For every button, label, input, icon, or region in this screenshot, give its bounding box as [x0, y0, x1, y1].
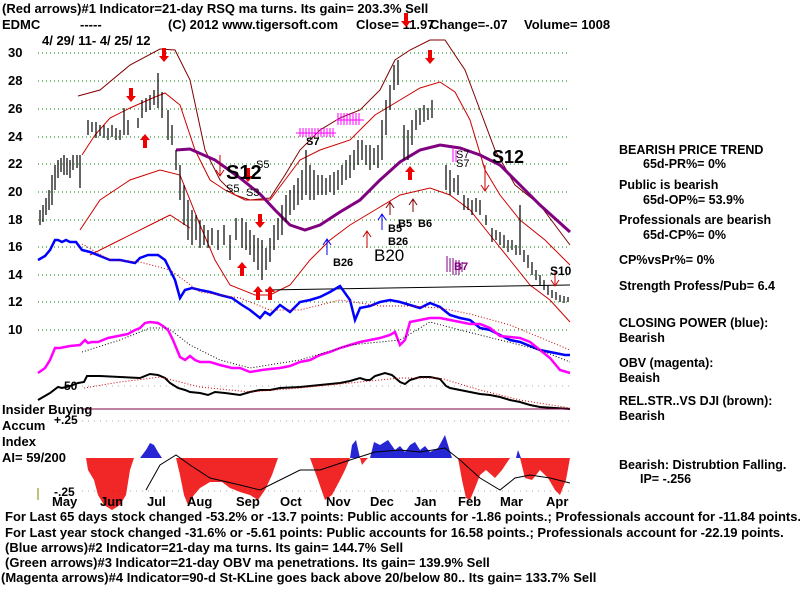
footer-65-day-summary: For Last 65 days stock changed -53.2% or… [5, 509, 800, 524]
month-jun: Jun [100, 494, 124, 509]
signal-b26-second: B26 [388, 236, 409, 248]
y-tick-28: 28 [8, 73, 23, 88]
relstr-status: Bearish [619, 409, 665, 423]
obv-line [37, 316, 571, 375]
accum-ma-line [145, 447, 571, 491]
signal-b26-first: B26 [333, 257, 354, 269]
purple-signal-blocks [446, 256, 463, 275]
ip-value: IP= -.256 [640, 472, 692, 486]
blue-signal-arrows [322, 213, 387, 255]
lower-band [79, 169, 571, 323]
signal-s12-first: S12 [226, 162, 262, 184]
accum-negative-bars [86, 458, 570, 510]
signal-s7-third: S7 [456, 158, 470, 170]
relstr-title: REL.STR..VS DJI (brown): [619, 394, 773, 408]
signal-s7-second: S7 [456, 149, 470, 161]
cp-vs-pr-value: CP%vsPr%= 0% [619, 253, 715, 267]
signal-b5-first: B5 [388, 223, 403, 235]
footer-year-summary: For Last year stock changed -31.6% or -5… [5, 525, 784, 540]
closing-power-title: CLOSING POWER (blue): [619, 316, 769, 330]
cp-value: 65d-CP%= 0% [643, 228, 727, 242]
closing-power-status: Bearish [619, 331, 665, 345]
signal-b5-second: B5 [398, 218, 413, 230]
accum-label: Accum [2, 418, 46, 433]
change-value: Change=-.07 [430, 17, 508, 32]
accum-minus-label: -.25 [54, 485, 75, 499]
y-tick-26: 26 [8, 101, 23, 116]
accum-plus-label: +.25 [54, 413, 78, 427]
price-bars [39, 60, 569, 303]
month-sep: Sep [236, 494, 260, 509]
indicator-4-description: (Magenta arrows)#4 Indicator=90-d St-KLi… [1, 570, 597, 585]
closing-power-ma [81, 243, 571, 351]
pr-value: 65d-PR%= 0% [643, 157, 727, 171]
indicator-3-description: (Green arrows)#3 Indicator=21-day OBV ma… [5, 555, 490, 570]
indicator-1-description: (Red arrows)#1 Indicator=21-day RSQ ma t… [2, 1, 429, 16]
signal-s10: S10 [550, 264, 572, 278]
ticker-dashes: ----- [80, 17, 102, 32]
obv-title: OBV (magenta): [619, 356, 714, 370]
y-tick-30: 30 [8, 45, 23, 60]
signal-b6: B6 [418, 218, 433, 230]
distribution-status: Bearish: Distrubtion Falling. [619, 458, 787, 472]
ticker-symbol: EDMC [2, 17, 41, 32]
public-title: Public is bearish [619, 178, 719, 192]
y-tick-12: 12 [8, 294, 23, 309]
signal-s5-first: S5 [256, 159, 270, 171]
grid-lines [38, 52, 568, 331]
close-value: Close= 11.97 [356, 17, 435, 32]
y-tick-24: 24 [8, 129, 23, 144]
signal-s5-second: S5 [226, 183, 240, 195]
month-apr: Apr [546, 494, 569, 509]
month-dec: Dec [370, 494, 394, 509]
ai-value: AI= 59/200 [2, 450, 66, 465]
moving-average [175, 143, 572, 234]
op-value: 65d-OP%= 53.9% [643, 193, 745, 207]
month-feb: Feb [458, 494, 482, 509]
copyright: (C) 2012 www.tigersoft.com [168, 17, 338, 32]
month-jul: Jul [147, 494, 166, 509]
y-tick-22: 22 [8, 156, 23, 171]
relative-strength-ma [83, 376, 571, 409]
signal-s7-first: S7 [306, 136, 320, 148]
index-label: Index [2, 434, 36, 449]
closing-power-line [37, 238, 570, 357]
accum-positive-bars [140, 435, 521, 458]
professionals-title: Professionals are bearish [619, 213, 772, 227]
strength-value: Strength Profess/Pub= 6.4 [619, 279, 775, 293]
y-tick-14: 14 [8, 267, 23, 282]
fifty-label: 50 [64, 379, 78, 393]
red-signal-arrows [126, 13, 435, 300]
insider-buying-label: Insider Buying [2, 402, 93, 417]
date-range: 4/ 29/ 11- 4/ 25/ 12 [42, 33, 151, 48]
magenta-signal-blocks [296, 113, 457, 162]
month-jan: Jan [414, 494, 437, 509]
y-tick-20: 20 [8, 184, 23, 199]
obv-status: Beaish [619, 371, 660, 385]
upper-outer-band [77, 39, 571, 246]
month-oct: Oct [280, 494, 302, 509]
signal-b20: B20 [374, 246, 405, 265]
volume-value: Volume= 1008 [524, 17, 611, 32]
brown-signal-arrows [385, 198, 418, 215]
y-tick-16: 16 [8, 239, 23, 254]
month-may: May [52, 494, 78, 509]
thin-red-arrows [215, 155, 560, 287]
signal-s3: S3 [246, 187, 260, 199]
relative-strength-line [37, 371, 571, 410]
obv-ma [81, 321, 571, 369]
signal-b7: B7 [454, 261, 469, 273]
y-tick-10: 10 [8, 322, 23, 337]
month-nov: Nov [326, 494, 351, 509]
support-line [264, 284, 571, 291]
trend-title: BEARISH PRICE TREND [619, 143, 764, 157]
y-tick-18: 18 [8, 212, 23, 227]
indicator-2-description: (Blue arrows)#2 Indicator=21-day ma turn… [5, 540, 404, 555]
lower-outer-band [89, 214, 191, 256]
month-aug: Aug [187, 494, 213, 509]
signal-s12-second: S12 [492, 147, 525, 167]
month-mar: Mar [500, 494, 524, 509]
